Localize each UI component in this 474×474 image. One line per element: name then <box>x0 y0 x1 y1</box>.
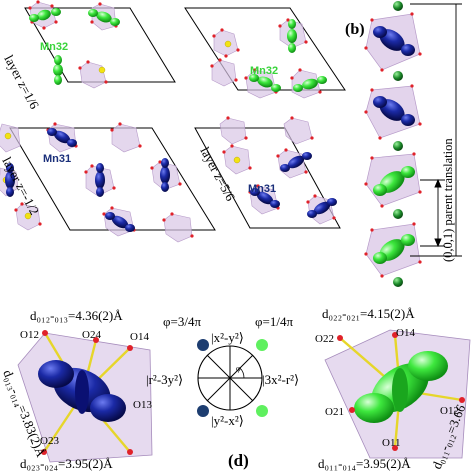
oxygen-label-o24: O24 <box>82 329 101 341</box>
green-orbitals-a <box>29 8 327 92</box>
mn32-label-top-left: Mn32 <box>40 41 68 53</box>
distance-top-e: d₀₂₂-₀₂₁=4.15(2)Å <box>322 306 415 321</box>
green-orbital-e <box>354 351 448 423</box>
mn31-label-bottom-right: Mn31 <box>248 183 276 195</box>
panel-d: φ φ=3/4π φ=1/4π |x²-y²⟩ |r²-3y²⟩ |3x²-r²… <box>146 314 299 470</box>
oxygen-label-o14-e: O14 <box>396 327 415 339</box>
phi-arc <box>239 367 245 379</box>
phi-mark: φ <box>236 364 241 373</box>
panel-b: (b) <box>345 1 462 287</box>
orbital-right-label: |3x²-r²⟩ <box>262 372 299 387</box>
layer-label-top-left: layer z=1/6 <box>1 52 42 112</box>
chain-atoms <box>393 1 403 287</box>
oxygen-label-o12-e: O12 <box>440 405 459 417</box>
oxygen-atoms-b <box>364 12 422 278</box>
panel-c: d₀₁₂-₀₁₃=4.36(2)Å O12 O24 O14 O13 O23 d₀… <box>0 308 152 471</box>
panel-e: d₀₂₂-₀₂₁=4.15(2)Å O22 O14 O21 O11 O12 d₀… <box>315 306 471 471</box>
parent-translation-label: (0,0,1) parent translation <box>441 138 455 262</box>
mn32-label-top-right: Mn32 <box>250 65 278 77</box>
distance-bottom-c: d₀₂₃-₀₂₄=3.95(2)Å <box>20 456 113 471</box>
oxygen-label-o14: O14 <box>130 331 149 343</box>
oxygen-atoms-e <box>337 332 465 451</box>
octahedra-group <box>0 1 335 243</box>
oxygen-label-o23: O23 <box>40 435 59 447</box>
blue-orbitals-a <box>5 128 337 232</box>
oxygen-label-o21: O21 <box>325 406 344 418</box>
distance-top-c: d₀₁₂-₀₁₃=4.36(2)Å <box>30 308 123 323</box>
oxygen-label-o11: O11 <box>382 437 401 449</box>
unit-cell-bottom-right <box>194 127 341 229</box>
mn31-label-bottom-left: Mn31 <box>43 153 71 165</box>
blue-orbital-c <box>38 360 126 422</box>
distance-bottom-e: d₀₁₁-₀₁₄=3.95(2)Å <box>318 456 411 471</box>
basis-dots <box>197 339 268 417</box>
oxygen-label-o12: O12 <box>20 329 39 341</box>
oxygen-atoms-a <box>14 0 336 238</box>
oxygen-label-o13: O13 <box>133 399 152 411</box>
orbital-left-label: |r²-3y²⟩ <box>146 372 183 387</box>
panel-a: Mn32 Mn32 Mn31 Mn31 layer z=1/6 layer z=… <box>0 0 346 243</box>
translation-markers <box>410 3 462 257</box>
oxygen-label-o22: O22 <box>315 333 334 345</box>
orbital-axes <box>198 346 262 410</box>
phi-right-label: φ=1/4π <box>255 314 293 329</box>
chain-blue-orbitals <box>373 26 415 126</box>
orbital-top-label: |x²-y²⟩ <box>211 330 244 345</box>
panel-d-label: (d) <box>228 451 249 470</box>
oxygen-atoms-c <box>41 330 133 455</box>
unit-cell-bottom-left <box>9 127 216 231</box>
phi-left-label: φ=3/4π <box>163 314 201 329</box>
orbital-bottom-label: |y²-x²⟩ <box>211 413 244 428</box>
panel-b-label: (b) <box>345 21 365 38</box>
chain-green-orbitals <box>373 166 415 264</box>
